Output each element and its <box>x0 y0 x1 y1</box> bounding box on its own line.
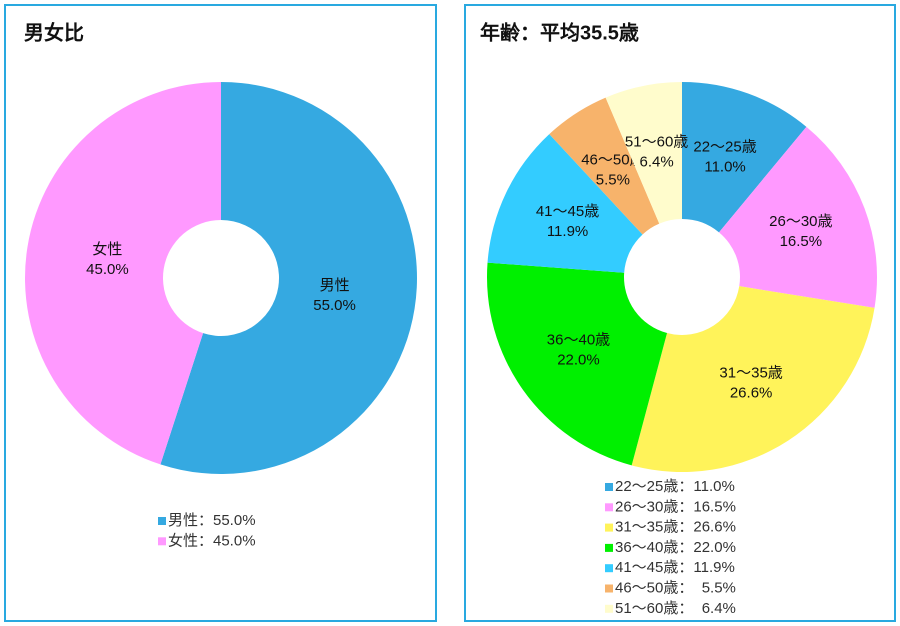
legend-marker <box>158 517 166 525</box>
legend-marker <box>605 503 613 512</box>
legend-entry: 46〜50歳： 5.5% <box>615 579 736 596</box>
legend-entry: 26〜30歳：16.5% <box>615 498 736 515</box>
legend-marker <box>605 483 613 491</box>
value-label: 45.0% <box>86 261 129 278</box>
chart-title: 年齢：平均35.5歳 <box>480 20 639 44</box>
legend-entry: 女性：45.0% <box>168 531 256 549</box>
slice-label: 36〜40歳 <box>547 332 610 349</box>
slice <box>160 82 418 474</box>
legend-marker <box>158 537 166 546</box>
slice <box>631 286 875 472</box>
legend-marker <box>605 523 613 532</box>
slice <box>682 82 807 233</box>
value-label: 11.9% <box>547 223 588 240</box>
slice-label: 46〜50歳 <box>581 151 644 168</box>
slice <box>25 82 222 465</box>
legend-entry: 22〜25歳：11.0% <box>615 478 735 495</box>
slice-label: 男性 <box>320 277 350 294</box>
slice <box>549 97 660 235</box>
value-label: 55.0% <box>313 297 356 314</box>
slice <box>487 134 643 273</box>
slice-label: 41〜45歳 <box>536 203 599 220</box>
value-label: 22.0% <box>557 352 600 369</box>
slice <box>719 126 877 308</box>
legend-entry: 36〜40歳：22.0% <box>615 539 736 556</box>
legend-entry: 31〜35歳：26.6% <box>615 519 736 536</box>
slice-label: 26〜30歳 <box>769 213 832 230</box>
legend-entry: 男性：55.0% <box>168 512 256 529</box>
value-label: 5.5% <box>596 171 630 188</box>
slice <box>487 262 668 466</box>
value-label: 6.4% <box>640 154 674 171</box>
slice-label: 31〜35歳 <box>719 365 782 382</box>
legend-entry: 51〜60歳： 6.4% <box>615 600 736 617</box>
value-label: 16.5% <box>780 233 823 250</box>
slice <box>605 82 682 224</box>
chart-title: 男女比 <box>24 20 84 44</box>
legend-marker <box>605 543 613 552</box>
slice-label: 51〜60歳 <box>625 134 688 151</box>
value-label: 26.6% <box>730 385 773 402</box>
slice-label: 22〜25歳 <box>693 138 756 155</box>
legend-marker <box>605 564 613 573</box>
legend-entry: 41〜45歳：11.9% <box>615 559 735 576</box>
legend-marker <box>605 584 613 593</box>
value-label: 11.0% <box>704 158 745 175</box>
legend-marker <box>605 604 613 613</box>
slice-label: 女性 <box>92 240 122 258</box>
